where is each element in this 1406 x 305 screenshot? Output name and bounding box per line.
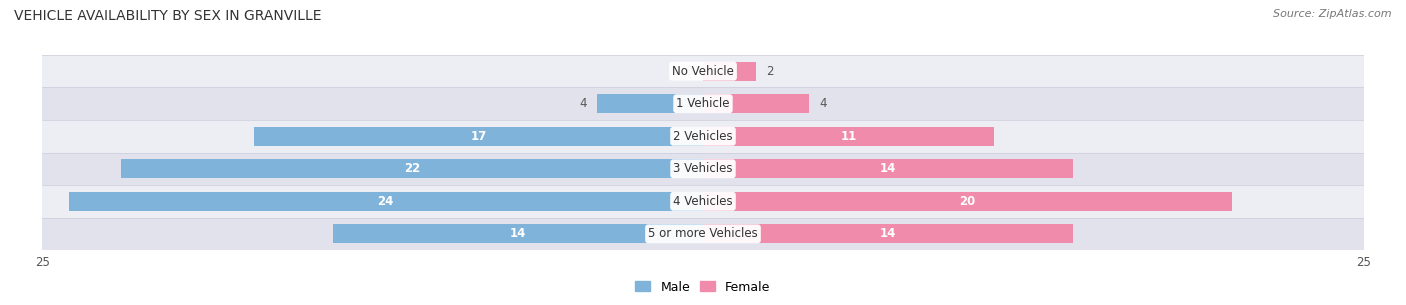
Bar bbox=[333, 224, 703, 243]
Bar bbox=[598, 94, 703, 113]
Bar bbox=[42, 55, 1364, 88]
Bar bbox=[42, 217, 1364, 250]
Bar bbox=[121, 159, 703, 178]
Text: 22: 22 bbox=[404, 162, 420, 175]
Bar bbox=[703, 224, 1073, 243]
Text: 4: 4 bbox=[579, 97, 586, 110]
Text: 20: 20 bbox=[959, 195, 976, 208]
Text: Source: ZipAtlas.com: Source: ZipAtlas.com bbox=[1274, 9, 1392, 19]
Bar bbox=[42, 152, 1364, 185]
Bar bbox=[69, 192, 703, 211]
Bar bbox=[703, 127, 994, 146]
Bar bbox=[703, 94, 808, 113]
Text: 4 Vehicles: 4 Vehicles bbox=[673, 195, 733, 208]
Text: No Vehicle: No Vehicle bbox=[672, 65, 734, 78]
Text: 2: 2 bbox=[766, 65, 773, 78]
Text: 14: 14 bbox=[880, 227, 896, 240]
Text: 14: 14 bbox=[880, 162, 896, 175]
Text: 5 or more Vehicles: 5 or more Vehicles bbox=[648, 227, 758, 240]
Bar bbox=[42, 88, 1364, 120]
Bar bbox=[703, 62, 756, 81]
Text: 14: 14 bbox=[510, 227, 526, 240]
Text: 17: 17 bbox=[470, 130, 486, 143]
Legend: Male, Female: Male, Female bbox=[630, 275, 776, 299]
Bar bbox=[253, 127, 703, 146]
Text: 11: 11 bbox=[841, 130, 856, 143]
Text: 2 Vehicles: 2 Vehicles bbox=[673, 130, 733, 143]
Text: 4: 4 bbox=[820, 97, 827, 110]
Text: 0: 0 bbox=[685, 65, 692, 78]
Text: 24: 24 bbox=[378, 195, 394, 208]
Text: VEHICLE AVAILABILITY BY SEX IN GRANVILLE: VEHICLE AVAILABILITY BY SEX IN GRANVILLE bbox=[14, 9, 322, 23]
Bar bbox=[42, 185, 1364, 217]
Text: 3 Vehicles: 3 Vehicles bbox=[673, 162, 733, 175]
Text: 1 Vehicle: 1 Vehicle bbox=[676, 97, 730, 110]
Bar bbox=[703, 159, 1073, 178]
Bar bbox=[703, 192, 1232, 211]
Bar bbox=[42, 120, 1364, 152]
